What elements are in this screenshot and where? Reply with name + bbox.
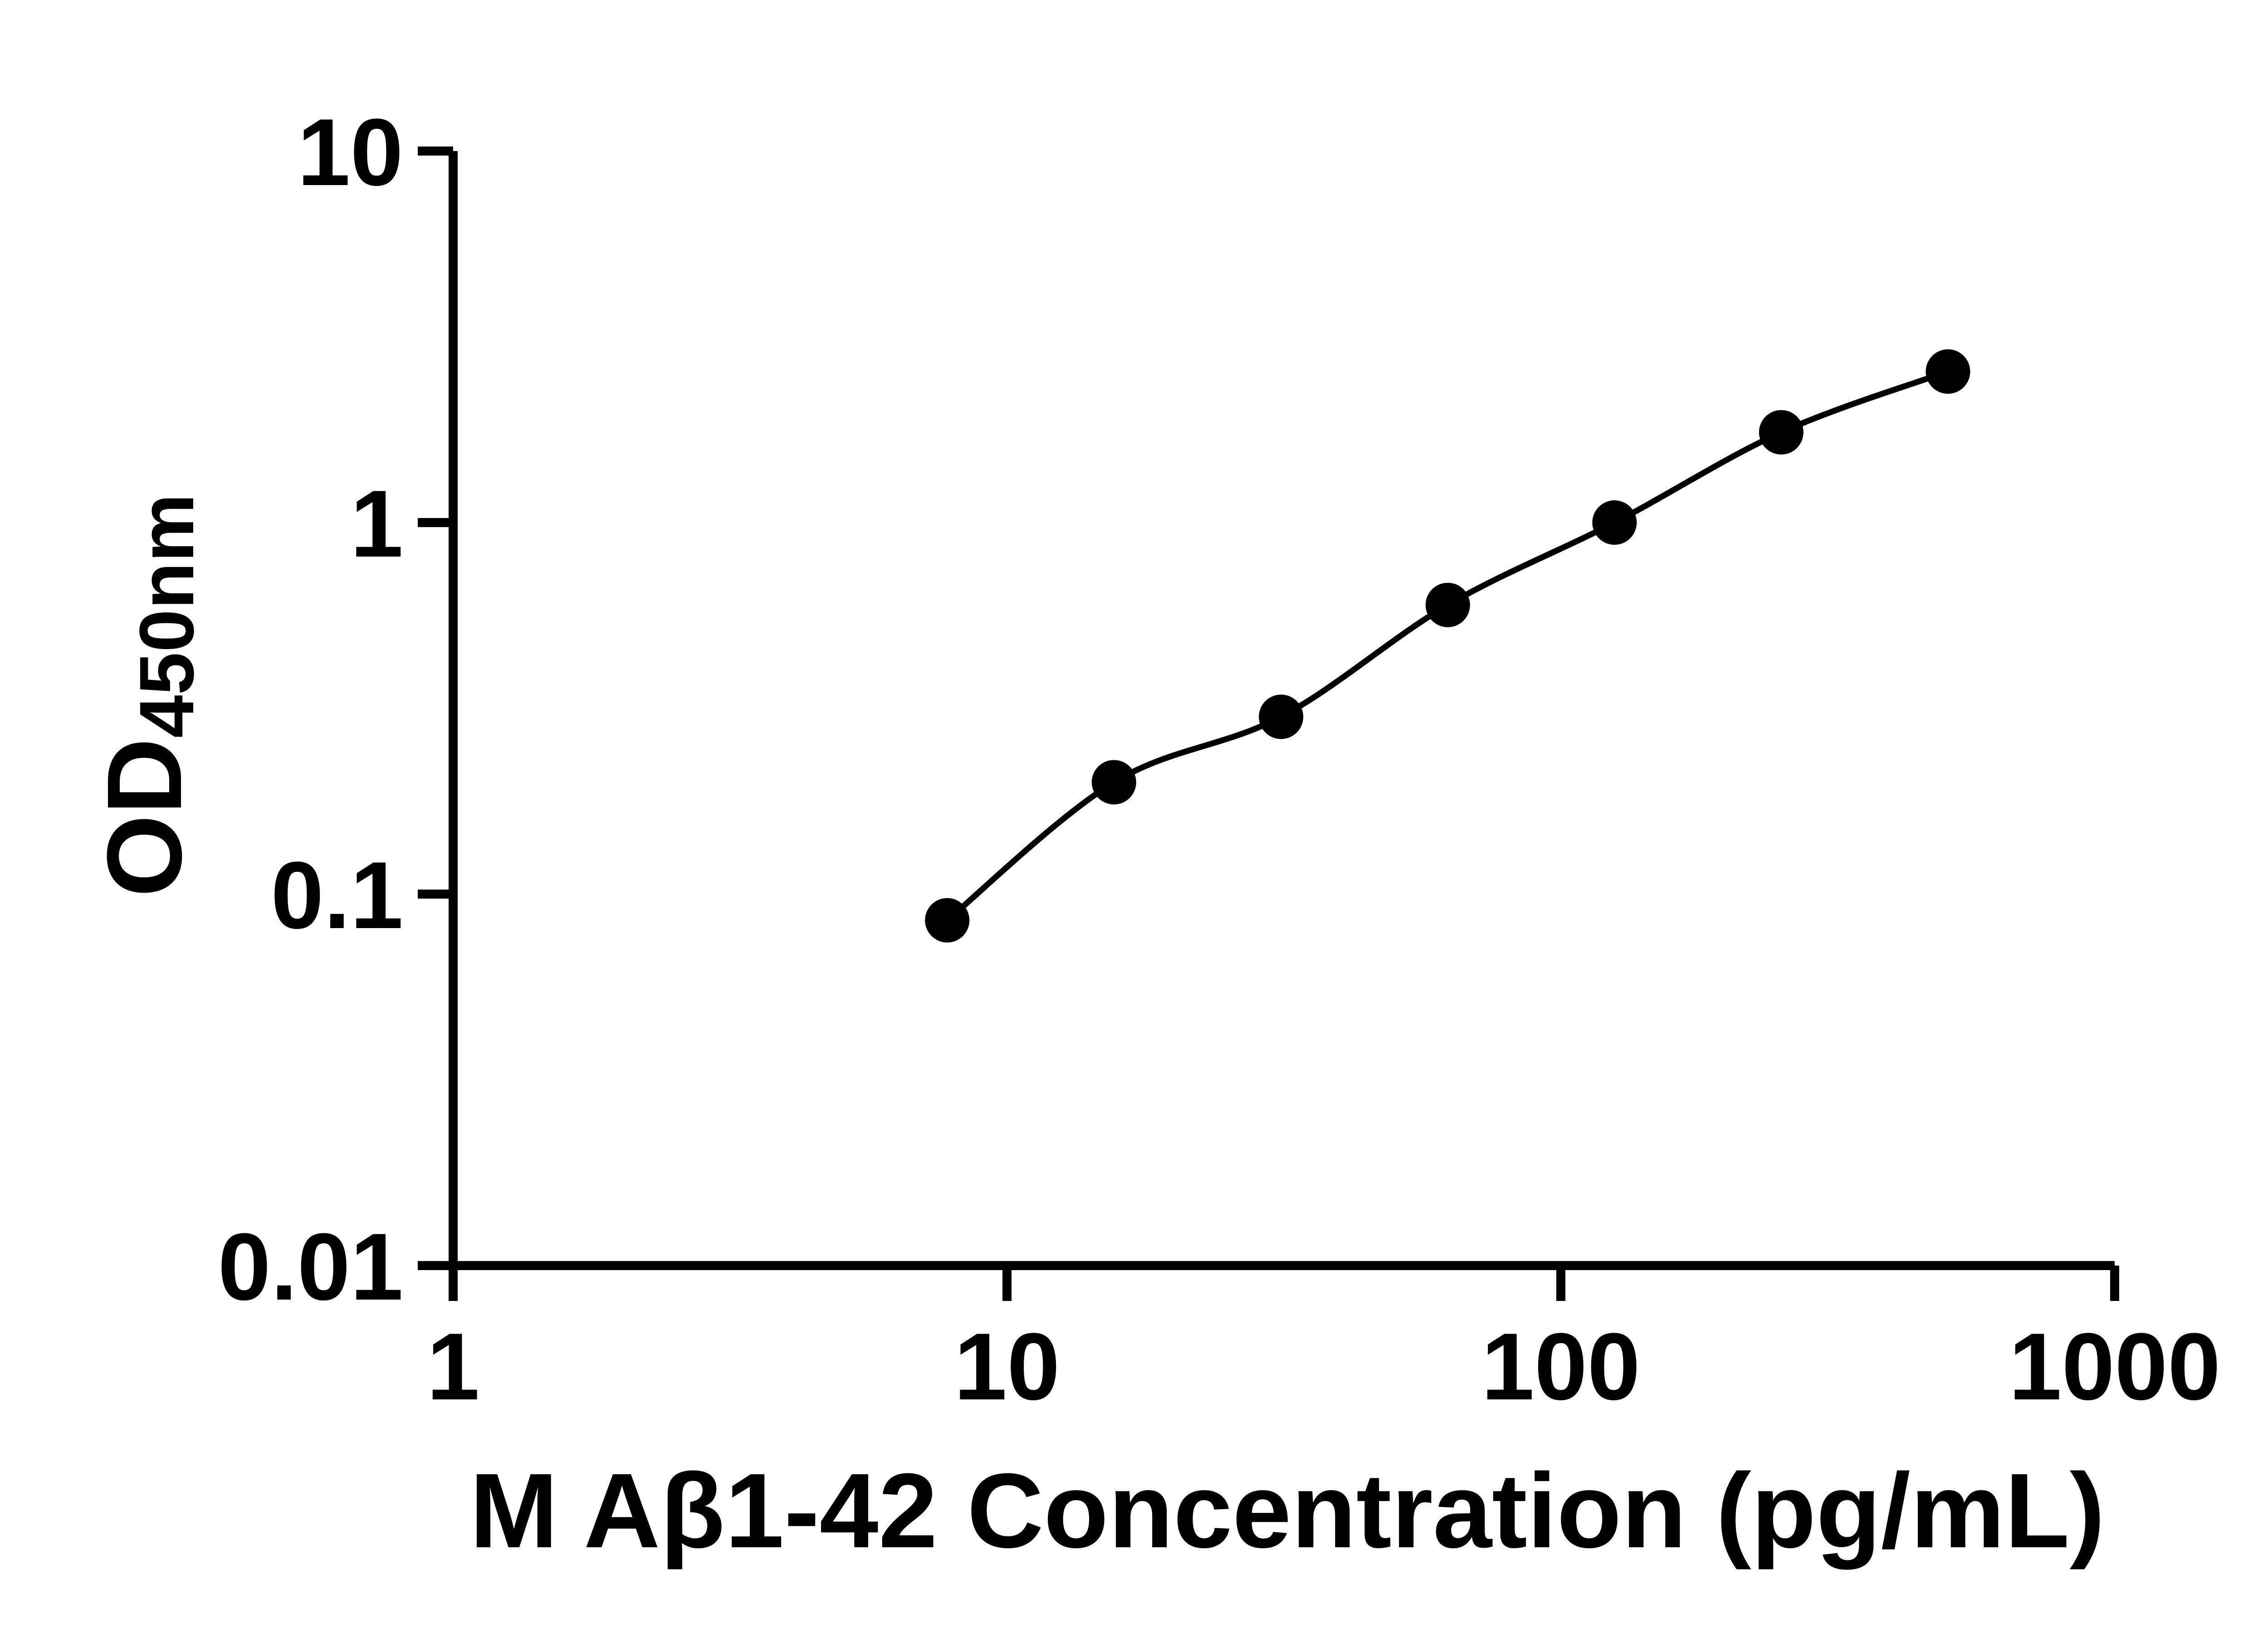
x-axis-title-text: M Aβ1-42 Concentration (pg/mL) xyxy=(469,1451,2105,1570)
data-point xyxy=(1592,500,1637,545)
x-tick-label: 10 xyxy=(954,1313,1060,1420)
data-point xyxy=(1259,694,1304,739)
data-point xyxy=(1425,582,1470,627)
y-axis-title-main: OD xyxy=(85,738,204,897)
y-axis-title-subscript: 450nm xyxy=(124,494,210,738)
y-tick-label: 0.1 xyxy=(271,842,403,949)
x-tick-label: 100 xyxy=(1481,1313,1640,1420)
data-point xyxy=(1759,410,1804,455)
data-point xyxy=(925,898,970,943)
x-axis-title: M Aβ1-42 Concentration (pg/mL) xyxy=(469,1457,2105,1564)
y-tick-label: 0.01 xyxy=(218,1213,403,1320)
y-axis-title: OD450nm xyxy=(85,494,210,897)
y-tick-label: 10 xyxy=(297,99,403,205)
data-point xyxy=(1091,760,1136,805)
data-point xyxy=(1926,349,1970,394)
fit-curve xyxy=(945,368,1949,923)
x-tick-label: 1000 xyxy=(2009,1313,2220,1420)
x-tick-label: 1 xyxy=(427,1313,480,1420)
y-tick-label: 1 xyxy=(350,470,403,577)
